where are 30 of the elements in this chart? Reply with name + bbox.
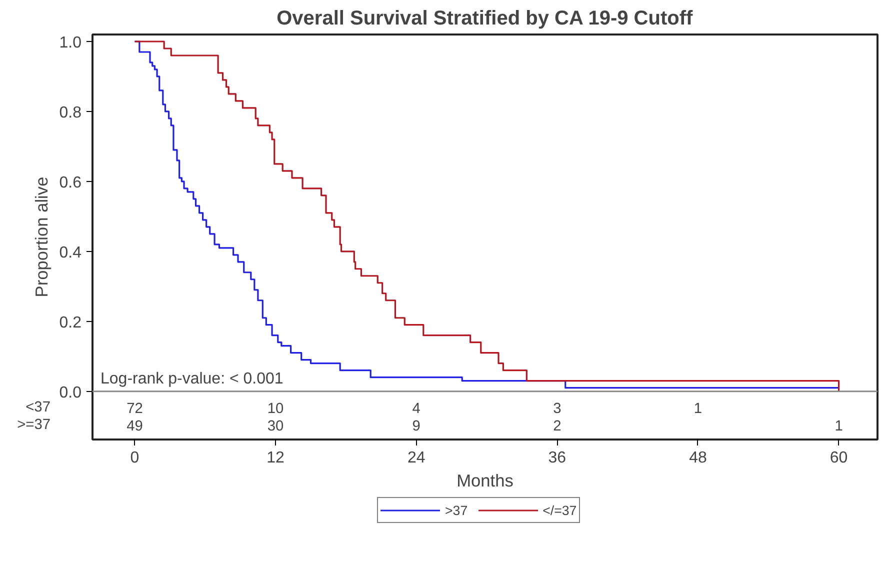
text: 3 (553, 400, 562, 417)
y-tick-label: 1.0 (59, 34, 82, 52)
legend-label: >37 (445, 502, 468, 518)
x-axis-title: Months (456, 470, 514, 490)
text: 2 (553, 418, 562, 435)
y-tick-label: 0.2 (59, 314, 82, 332)
text: 1 (834, 418, 843, 435)
x-tick-label: 60 (830, 450, 848, 466)
y-tick-label: 0.0 (59, 384, 82, 402)
y-tick-label: 0.4 (59, 244, 82, 262)
text: 30 (267, 418, 284, 435)
text: 10 (267, 400, 284, 417)
y-tick-label: 0.6 (59, 174, 82, 192)
text: 49 (126, 418, 143, 435)
x-tick-label: 36 (548, 450, 566, 466)
text: 9 (412, 418, 420, 435)
text: 1 (694, 400, 702, 417)
text: >=37 (17, 417, 50, 434)
x-tick-label: 48 (689, 450, 707, 466)
text: 72 (126, 400, 143, 417)
chart-title: Overall Survival Stratified by CA 19-9 Cutoff (276, 8, 693, 30)
annotation: Log-rank p-value: < 0.001 (100, 370, 284, 388)
y-tick-label: 0.8 (59, 104, 82, 122)
text: <37 (26, 399, 51, 416)
y-axis-title: Proportion alive (31, 176, 52, 298)
legend-label: </=37 (542, 502, 577, 518)
text: 4 (412, 400, 420, 417)
x-tick-label: 12 (266, 450, 285, 466)
x-tick-label: 0 (130, 450, 140, 466)
x-tick-label: 24 (407, 450, 426, 466)
